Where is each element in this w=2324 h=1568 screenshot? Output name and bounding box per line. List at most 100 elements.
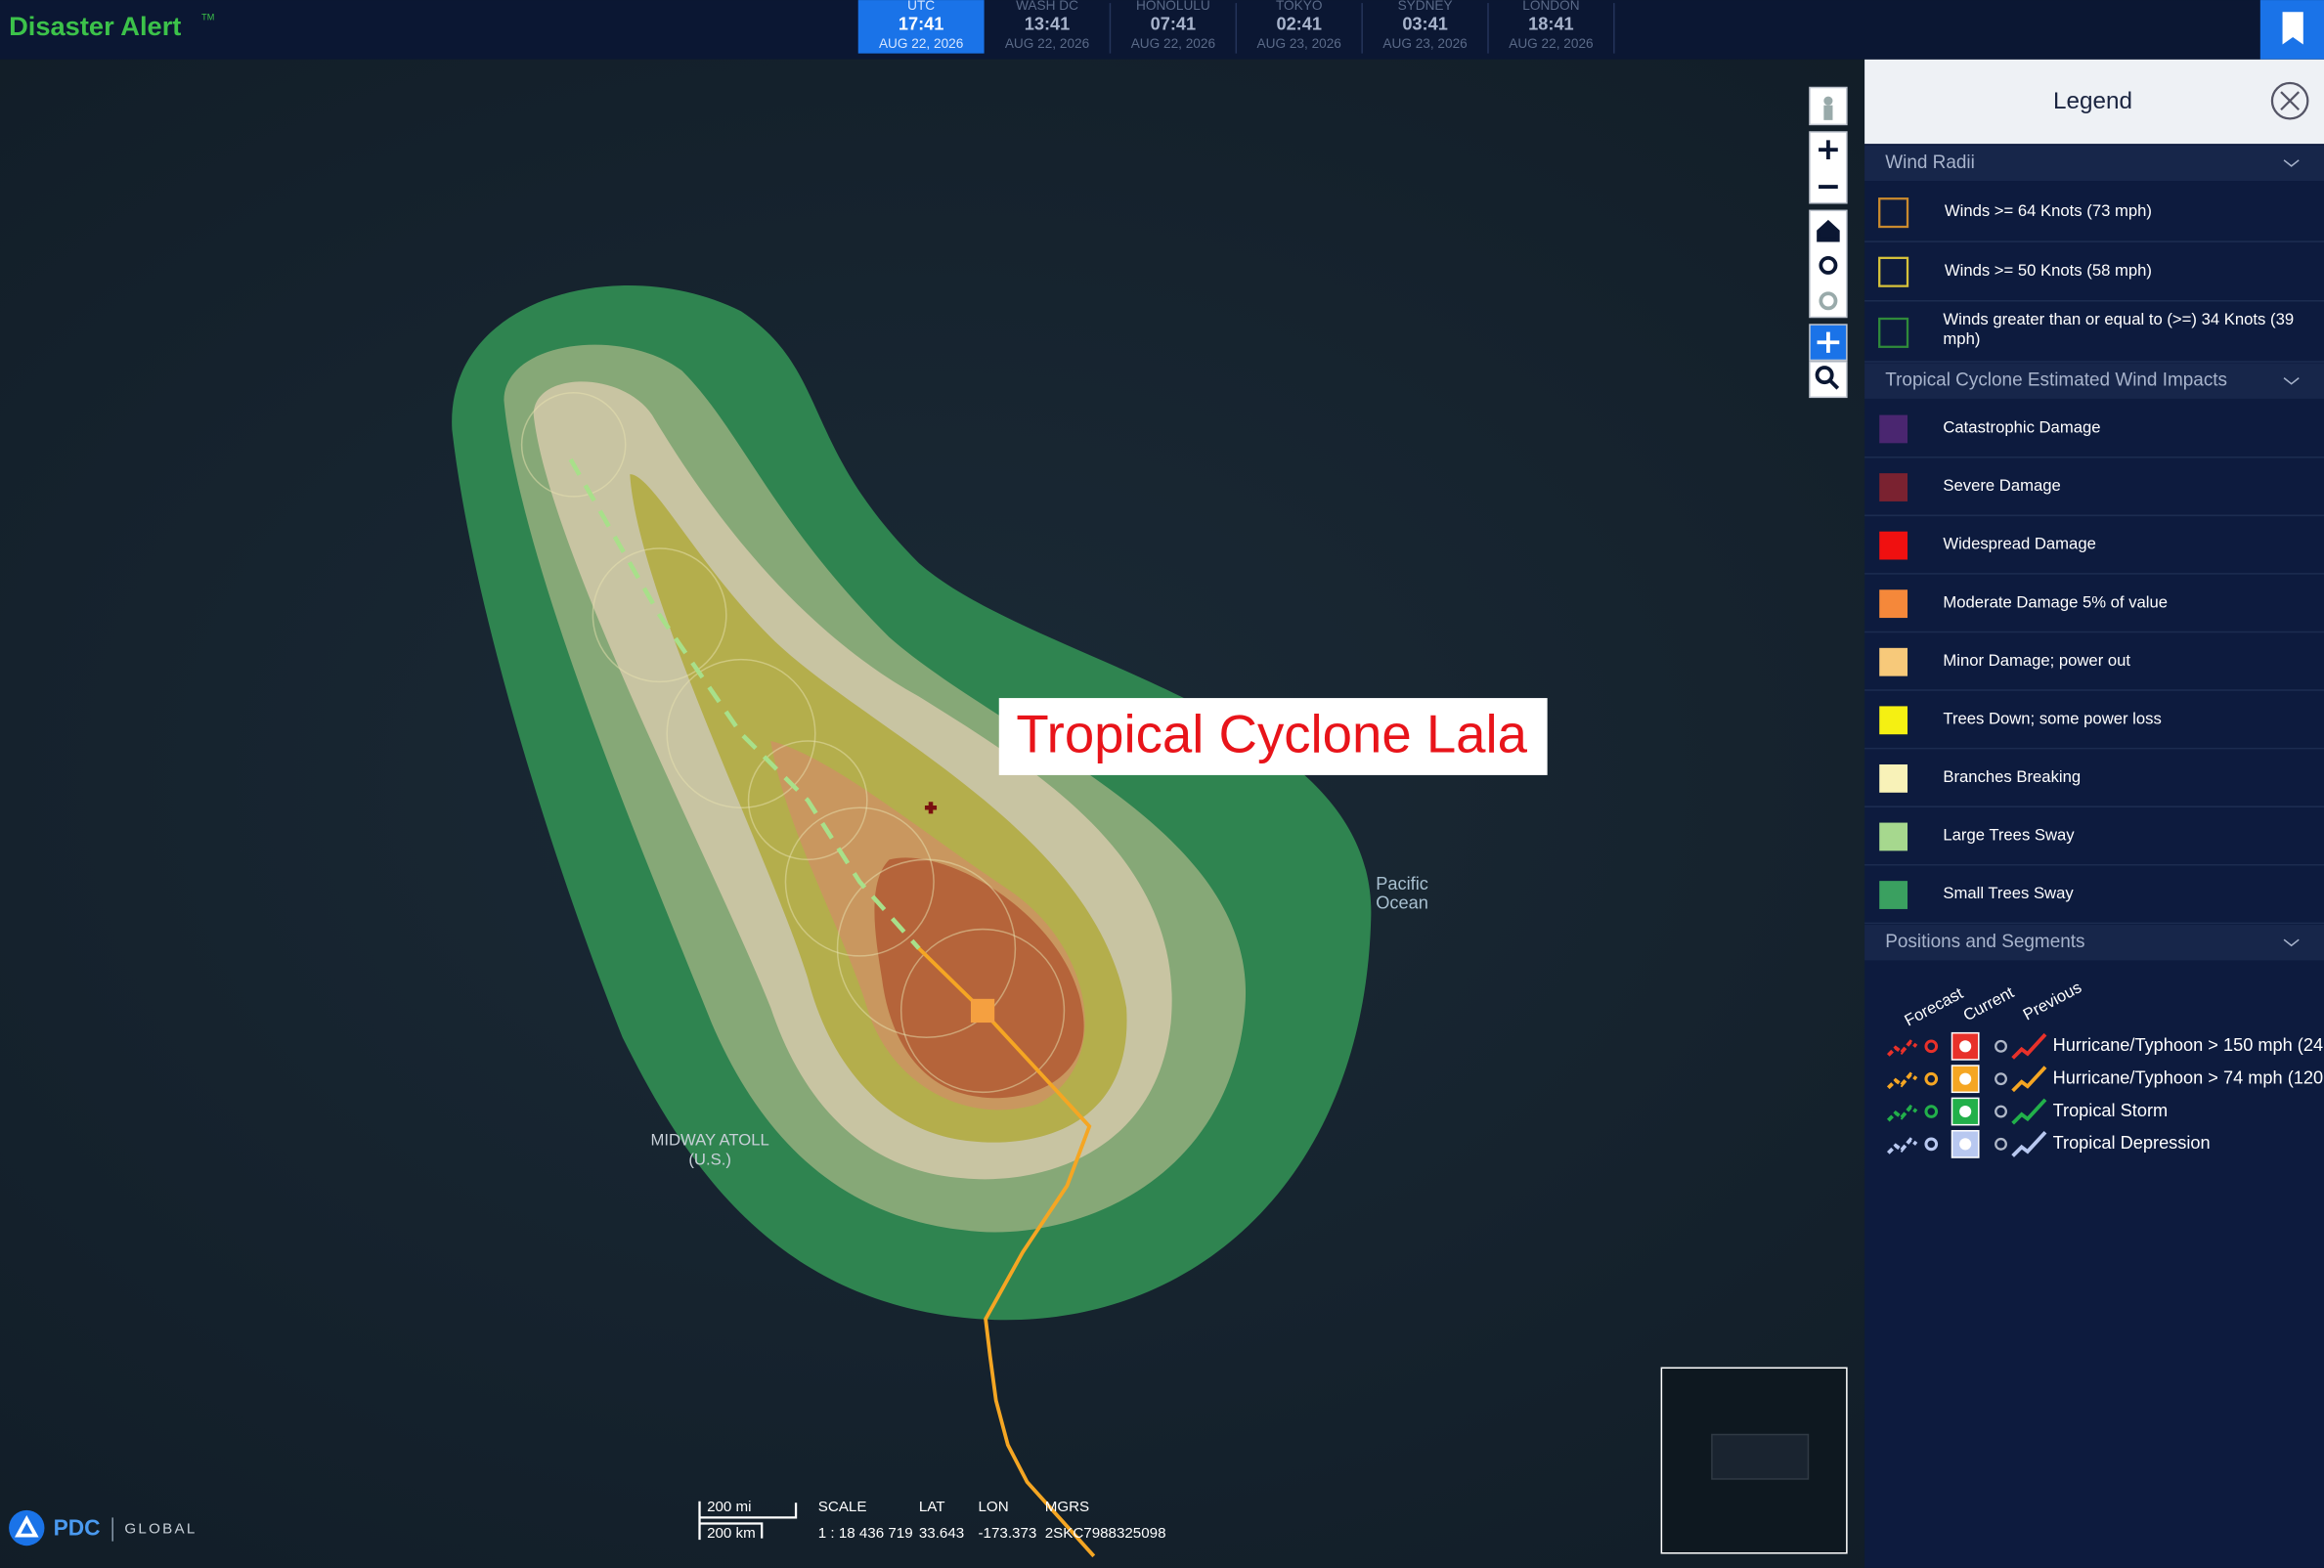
ocean-label: Pacific [1376,874,1428,893]
current-mark [1959,1040,1972,1053]
legend-label: Minor Damage; power out [1943,651,2130,670]
annotation: Tropical Cyclone Lala [1016,704,1527,763]
field-value: 1 : 18 436 719 [818,1525,913,1542]
legend-swatch [1879,881,1908,909]
forecast-segment [1886,1104,1918,1122]
current-mark [1959,1138,1972,1151]
clock-time: 02:41 [1276,15,1322,34]
island-label: (U.S.) [688,1150,731,1168]
field-label: SCALE [818,1499,867,1515]
trademark: TM [201,13,214,22]
legend-swatch [1879,763,1908,793]
clock-city: WASH DC [1016,0,1078,13]
clock-city: SYDNEY [1398,0,1453,13]
legend-label: Large Trees Sway [1943,826,2075,845]
previous-icon [1995,1105,2007,1118]
field-value: -173.373 [979,1525,1037,1542]
forecast-segment [1886,1137,1918,1154]
legend-swatch [1879,706,1908,735]
forecast-icon [1924,1039,1939,1054]
logo-triangle [14,1514,39,1538]
forecast-icon [1924,1137,1939,1152]
forecast-icon [1924,1071,1939,1086]
legend-swatch [1879,647,1908,676]
clock-date: AUG 23, 2026 [1257,36,1341,51]
legend-swatch [1879,531,1908,560]
legend-section-header [1864,145,2324,182]
legend-section-title: Wind Radii [1885,152,1975,173]
clock-time: 17:41 [899,15,944,34]
legend-label: Trees Down; some power loss [1943,709,2161,727]
legend-label: Moderate Damage 5% of value [1943,592,2168,611]
legend-label-box: Winds greater than or equal to (>=) 34 K… [1943,311,2295,349]
clock-city: LONDON [1522,0,1579,13]
clock-city: UTC [907,0,935,13]
legend-label: Winds >= 50 Knots (58 mph) [1945,261,2152,280]
bookmark-icon [2282,12,2303,45]
scale-bar [698,1501,798,1541]
clock-city: HONOLULU [1136,0,1210,13]
legend-title: Legend [2053,88,2132,114]
legend-swatch [1878,256,1909,287]
legend-section-header [1864,363,2324,399]
legend-swatch [1879,414,1908,444]
legend-label: Hurricane/Typhoon > 74 mph (120 [2053,1067,2324,1087]
legend-section-title: Tropical Cyclone Estimated Wind Impacts [1885,370,2227,391]
legend-label: Widespread Damage [1943,535,2095,553]
legend-label: Severe Damage [1943,476,2060,495]
clock-time: 18:41 [1528,15,1574,34]
legend-swatch [1879,473,1908,501]
legend-swatch [1878,197,1909,229]
previous-segment [2011,1130,2047,1157]
legend-swatch [1879,822,1908,851]
field-label: LAT [919,1499,945,1515]
clock-date: AUG 22, 2026 [1131,36,1215,51]
previous-icon [1995,1137,2007,1151]
clock-time: 07:41 [1151,15,1197,34]
field-value: 2SKC7988325098 [1045,1525,1166,1542]
clock-city: TOKYO [1276,0,1322,13]
legend-label: Branches Breaking [1943,767,2081,786]
active-clock[interactable] [857,0,985,54]
clock-date: AUG 22, 2026 [879,36,963,51]
legend-close[interactable] [2270,81,2309,120]
field-label: MGRS [1045,1499,1089,1515]
legend-label: Winds greater than or equal to (>=) 34 K… [1943,311,2295,349]
legend-label: Hurricane/Typhoon > 150 mph (24 [2053,1035,2324,1055]
logo-text: PDC [54,1515,101,1541]
collapse-icon [2283,377,2300,385]
previous-icon [1995,1039,2007,1053]
cyclone-cone [452,285,1372,1558]
forecast-icon [1924,1105,1939,1118]
collapse-icon [2283,159,2300,167]
current-mark [1959,1072,1972,1085]
legend-header [1864,59,2324,145]
overview-extent [1711,1433,1810,1480]
scale-label: 200 km [707,1525,756,1542]
island-label: MIDWAY ATOLL [651,1131,769,1150]
scale-label: 200 mi [707,1499,751,1515]
forecast-segment [1886,1071,1918,1090]
legend-swatch [1879,589,1908,619]
annotation-box [998,698,1548,775]
current-icon [1951,1129,1980,1158]
clock-date: AUG 22, 2026 [1509,36,1593,51]
legend-label: Tropical Depression [2053,1133,2211,1153]
legend-section-header [1864,925,2324,961]
legend-section-title: Positions and Segments [1885,932,2084,952]
header [0,0,2324,60]
previous-segment [2011,1098,2047,1125]
field-label: LON [979,1499,1009,1515]
legend-label: Winds >= 64 Knots (73 mph) [1945,201,2152,220]
ocean-label: Ocean [1376,893,1428,913]
legend-label: Tropical Storm [2053,1101,2169,1120]
close-icon [2280,91,2301,111]
forecast-segment [1886,1039,1918,1057]
clock-date: AUG 23, 2026 [1382,36,1467,51]
legend-swatch [1878,317,1909,348]
clock-time: 03:41 [1402,15,1448,34]
app-title: Disaster Alert [9,11,181,41]
previous-segment [2011,1032,2047,1060]
